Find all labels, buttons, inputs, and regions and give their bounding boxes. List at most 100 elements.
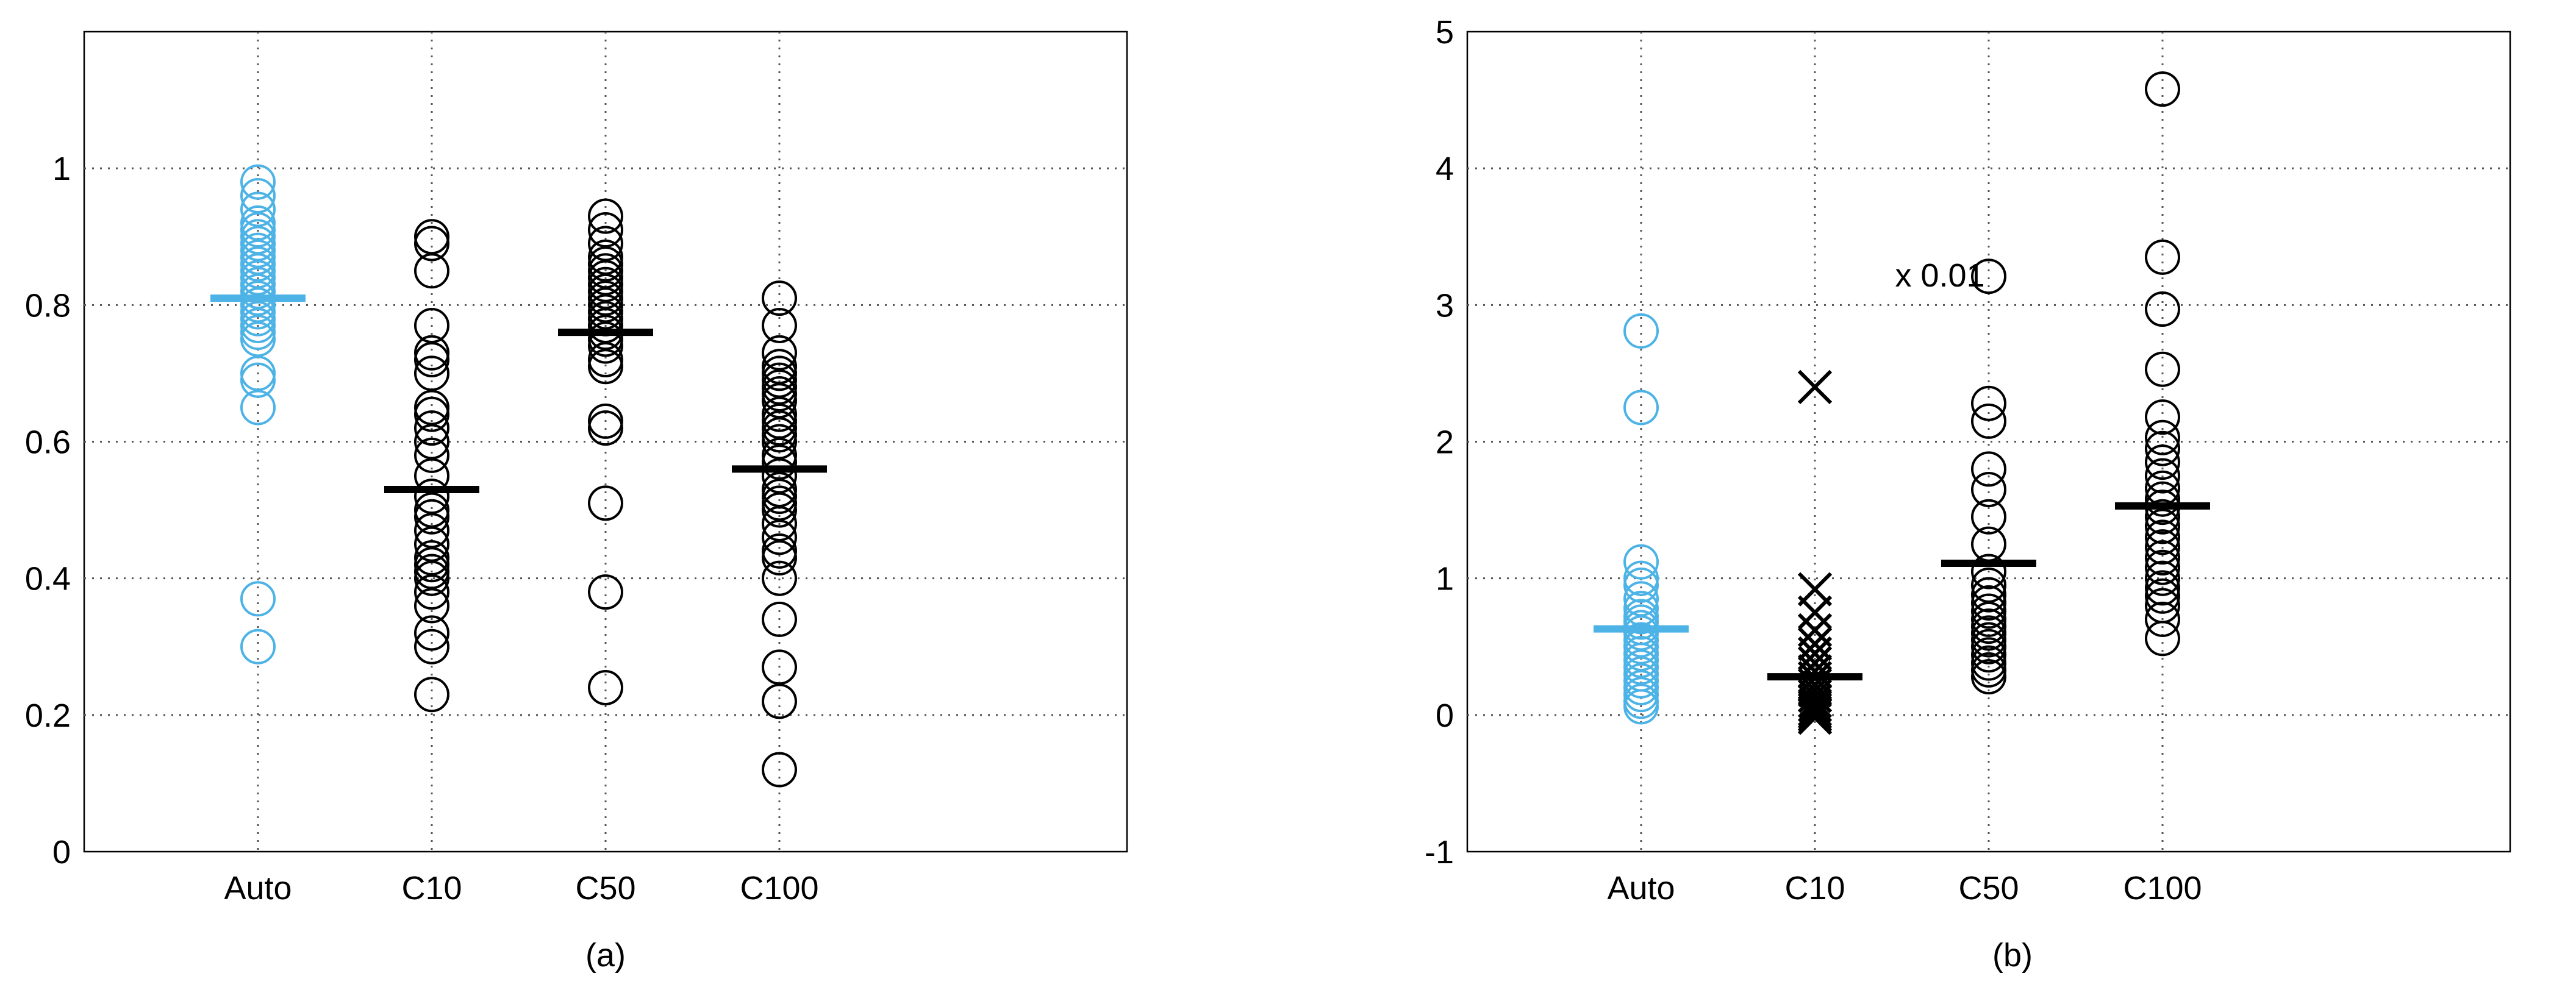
circle-marker: [240, 362, 276, 398]
x-marker-stroke: [1797, 692, 1833, 727]
circle-marker: [240, 232, 276, 268]
circle-marker: [1971, 451, 2006, 487]
y-axis-a: 0 0.2 0.4 0.6 0.8 1: [25, 151, 71, 871]
x-marker: [1797, 700, 1833, 735]
circle-marker: [414, 437, 449, 473]
x-marker: [1797, 595, 1833, 630]
circle-marker: [240, 629, 276, 665]
mean-markers-a: [210, 294, 827, 493]
y-axis-b: -1 0 1 2 3 4 5: [1425, 14, 1454, 871]
circle-marker: [240, 246, 276, 282]
grid-a: [84, 32, 1127, 852]
circle-marker: [2145, 549, 2180, 585]
circle-marker: [1623, 313, 1659, 349]
circle-marker: [2145, 560, 2180, 596]
circle-marker: [1623, 689, 1659, 725]
circle-marker: [588, 485, 623, 521]
circle-marker: [1971, 471, 2006, 507]
circle-marker: [414, 355, 449, 391]
y-tick-label: 3: [1436, 287, 1454, 324]
circle-marker: [2145, 71, 2180, 107]
x-marker-stroke: [1797, 695, 1833, 730]
x-axis-a: Auto C10 C50 C100: [224, 870, 818, 907]
circle-marker: [588, 349, 623, 385]
circle-marker: [1623, 590, 1659, 626]
y-tick-label: 5: [1436, 14, 1454, 51]
circle-marker: [414, 226, 449, 262]
annotation-b: x 0.01: [1895, 257, 1984, 294]
x-marker: [1797, 684, 1833, 719]
circle-marker: [588, 260, 623, 296]
circle-marker: [2145, 508, 2180, 544]
data-points-a: [240, 164, 797, 788]
circle-marker: [1623, 649, 1659, 685]
x-tick-label: C10: [1784, 870, 1845, 907]
circle-marker: [414, 390, 449, 426]
circle-marker: [2145, 419, 2180, 455]
circle-marker: [240, 301, 276, 337]
circle-marker: [762, 424, 797, 460]
circle-marker: [414, 396, 449, 432]
circle-marker: [588, 307, 623, 343]
circle-marker: [1623, 567, 1659, 603]
circle-marker: [762, 362, 797, 398]
circle-marker: [762, 683, 797, 719]
circle-marker: [240, 178, 276, 213]
x-tick-label: Auto: [1607, 870, 1675, 907]
circle-marker: [588, 239, 623, 275]
axes-box-a: [83, 30, 1128, 853]
circle-marker: [240, 164, 276, 200]
circle-marker: [588, 273, 623, 309]
circle-marker: [588, 574, 623, 610]
circle-marker: [414, 253, 449, 289]
circle-marker: [762, 307, 797, 343]
circle-marker: [588, 198, 623, 234]
y-tick-label: 4: [1436, 151, 1454, 187]
circle-marker: [588, 294, 623, 330]
circle-marker: [414, 335, 449, 371]
circle-marker: [1971, 629, 2006, 665]
x-marker-stroke: [1797, 697, 1833, 732]
x-marker-stroke: [1797, 684, 1833, 719]
x-marker: [1797, 369, 1833, 404]
circle-marker: [414, 526, 449, 562]
circle-marker: [1971, 499, 2006, 535]
circle-marker: [414, 492, 449, 528]
circle-marker: [240, 219, 276, 255]
y-tick-label: 2: [1436, 424, 1454, 461]
circle-marker: [1971, 554, 2006, 590]
circle-marker: [1623, 677, 1659, 713]
circle-marker: [2145, 621, 2180, 657]
circle-marker: [1623, 560, 1659, 596]
x-marker-stroke: [1797, 688, 1833, 723]
x-marker: [1797, 697, 1833, 732]
circle-marker: [414, 479, 449, 515]
circle-marker: [1971, 258, 2006, 294]
x-tick-label: C100: [740, 870, 818, 907]
circle-marker: [414, 615, 449, 651]
circle-marker: [414, 219, 449, 255]
circle-marker: [762, 533, 797, 569]
circle-marker: [240, 205, 276, 241]
circle-marker: [414, 560, 449, 596]
circle-marker: [762, 601, 797, 637]
circle-marker: [588, 246, 623, 282]
circle-marker: [2145, 239, 2180, 275]
circle-marker: [240, 287, 276, 323]
circle-marker: [762, 752, 797, 788]
circle-marker: [762, 479, 797, 515]
circle-marker: [762, 506, 797, 541]
circle-marker: [414, 540, 449, 576]
circle-marker: [762, 369, 797, 405]
circle-marker: [2145, 499, 2180, 535]
circle-marker: [588, 403, 623, 439]
circle-marker: [762, 485, 797, 521]
circle-marker: [414, 574, 449, 610]
circle-marker: [414, 629, 449, 665]
circle-marker: [762, 383, 797, 419]
x-tick-label: C100: [2123, 870, 2202, 907]
circle-marker: [1971, 659, 2006, 695]
circle-marker: [762, 349, 797, 385]
y-tick-label: 0: [1436, 697, 1454, 734]
circle-marker: [2145, 399, 2180, 435]
